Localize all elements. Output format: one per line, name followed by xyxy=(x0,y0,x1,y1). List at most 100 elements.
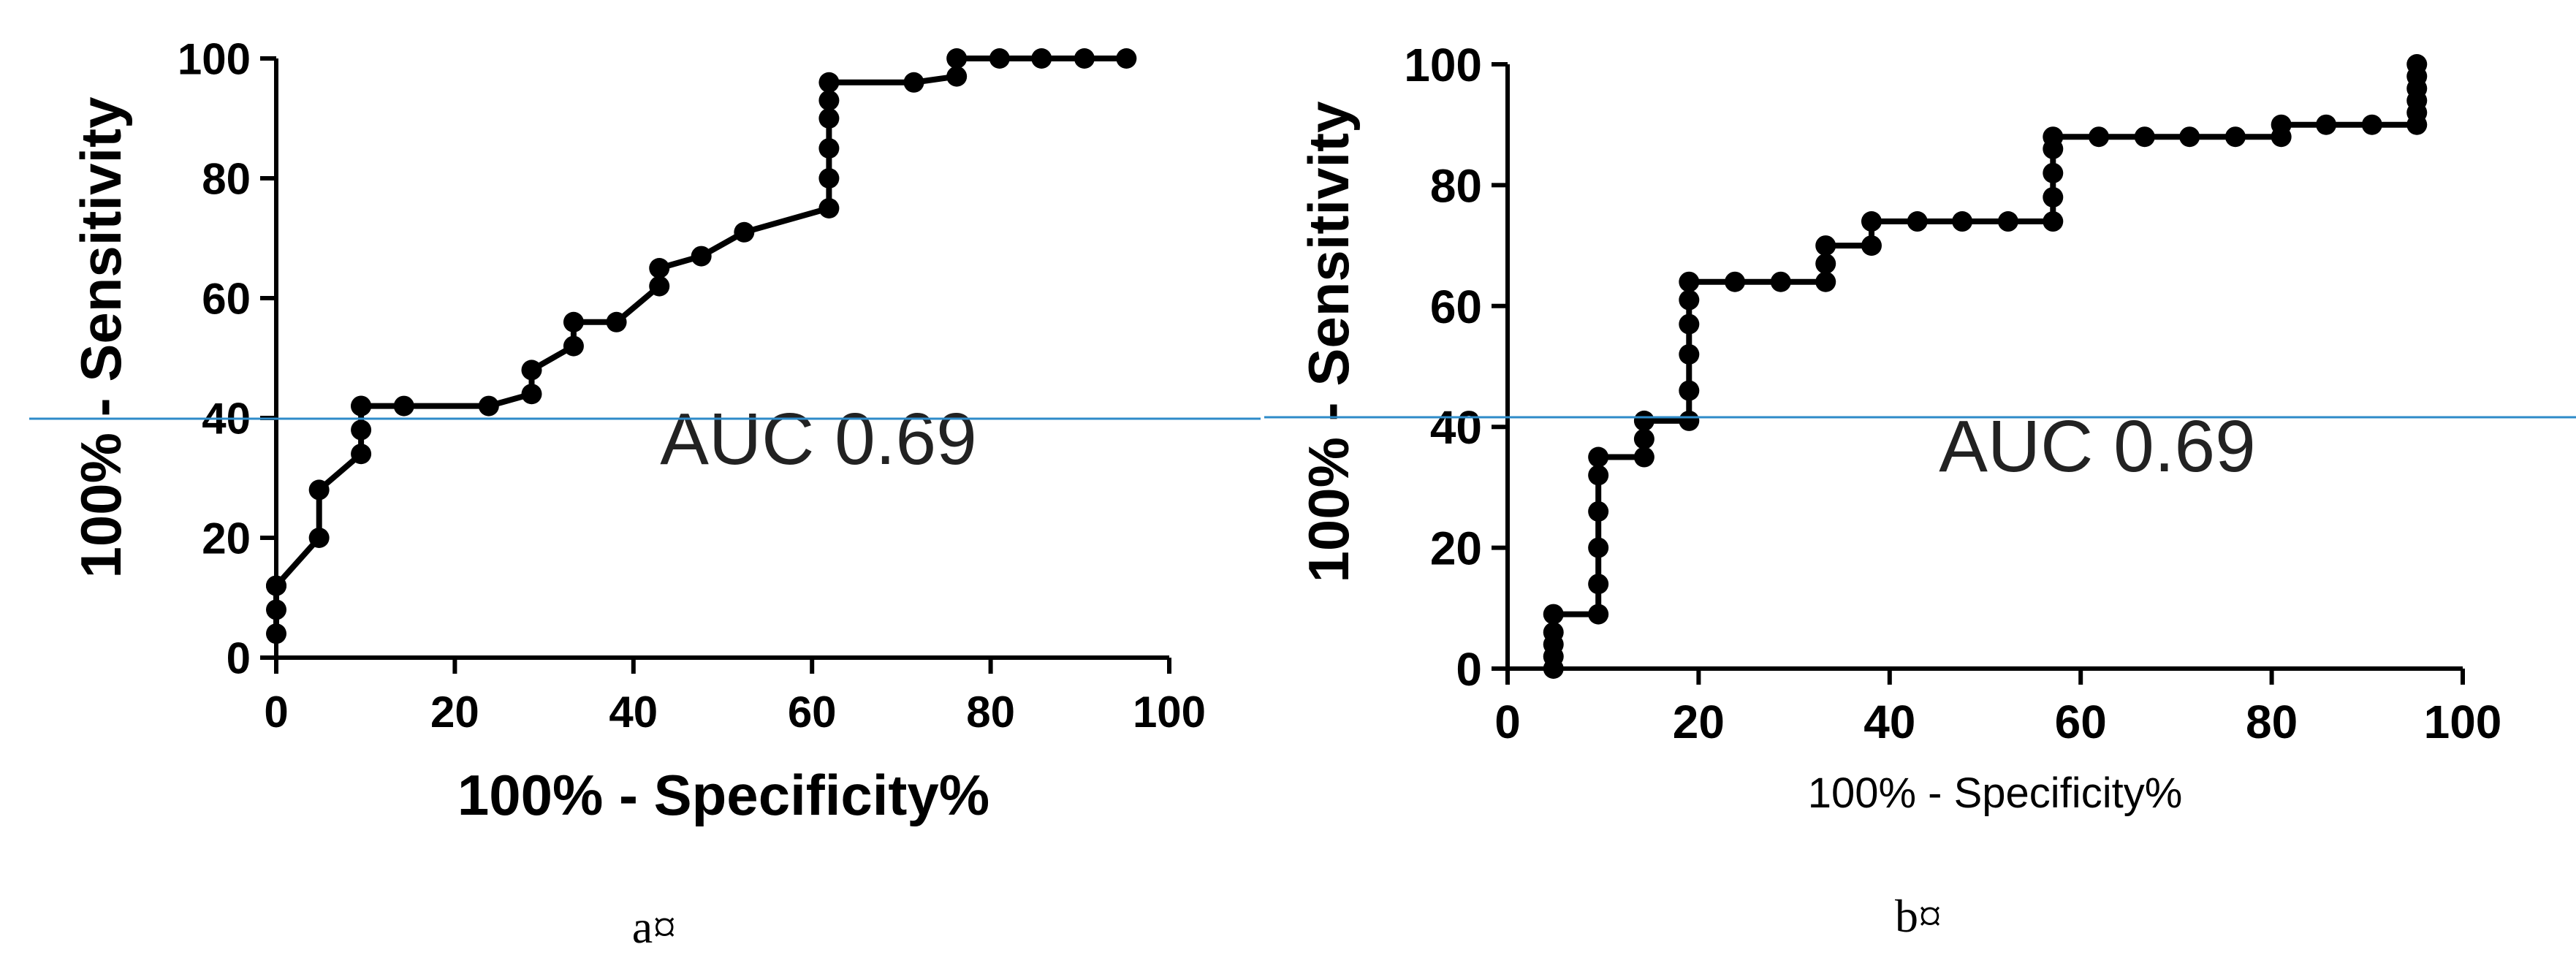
panel-b-y-tick-label: 80 xyxy=(1430,159,1482,212)
panel-b-y-axis-label: 100% - Sensitivity xyxy=(1296,102,1361,583)
panel-b-roc-point xyxy=(2043,186,2064,208)
panel-b-y-tick-label: 100 xyxy=(1404,39,1482,91)
panel-b-roc-curve xyxy=(1550,64,2420,669)
panel-a-x-tick-label: 60 xyxy=(788,688,837,737)
panel-b-roc-point xyxy=(1861,211,1882,232)
panel-a-roc-point xyxy=(266,623,286,644)
panel-a-x-tick-label: 20 xyxy=(430,688,479,737)
panel-a-roc-point xyxy=(351,395,372,417)
panel-b-x-tick-label: 0 xyxy=(1494,696,1521,748)
panel-a-roc-point xyxy=(946,66,968,87)
panel-a-x-tick-label: 100 xyxy=(1133,688,1206,737)
panel-a-roc-point xyxy=(266,575,286,596)
panel-b-roc-point xyxy=(1588,537,1609,558)
panel-b-y-tick-label: 40 xyxy=(1430,401,1482,454)
panel-b-roc-point xyxy=(1907,211,1928,232)
panel-a-y-axis-label: 100% - Sensitivity xyxy=(69,97,133,579)
panel-b-roc-point xyxy=(2316,114,2337,135)
panel-b-roc-point xyxy=(1679,313,1700,335)
panel-b-roc-point xyxy=(2271,114,2292,135)
panel-b-tick-labels: 0 20 40 60 80 100 0 20 40 60 80 100 xyxy=(1404,39,2501,748)
panel-a-roc-point xyxy=(818,168,840,189)
panel-b-roc-point xyxy=(1679,271,1700,292)
panel-a-axes xyxy=(274,58,1169,660)
panel-a-roc-point xyxy=(521,360,542,381)
panel-b-roc-point xyxy=(1633,410,1654,431)
panel-b-roc-point xyxy=(2361,114,2382,135)
panel-b-roc-point xyxy=(2043,162,2064,183)
panel-a-y-tick-label: 20 xyxy=(202,514,251,563)
panel-a-roc-point xyxy=(818,90,840,111)
panel-a-roc-point xyxy=(563,335,584,357)
panel-a-roc-point xyxy=(563,311,584,332)
panel-a-x-axis-label: 100% - Specificity% xyxy=(457,763,989,827)
panel-a-roc-point xyxy=(266,599,286,620)
panel-b-roc-point xyxy=(2089,126,2110,148)
panel-b-x-tick-label: 80 xyxy=(2246,696,2298,748)
panel-b-auc-annotation: AUC 0.69 xyxy=(1939,406,2256,487)
panel-a-roc-point xyxy=(1116,48,1137,69)
panel-b-y-tick-label: 0 xyxy=(1456,643,1482,696)
panel-b-x-axis-label: 100% - Specificity% xyxy=(1808,769,2183,817)
panel-a-roc-point xyxy=(818,108,840,129)
panel-a-roc-point xyxy=(989,48,1010,69)
panel-b-roc-point xyxy=(2179,126,2200,148)
panel-b-roc-point xyxy=(1679,410,1700,431)
panel-a-roc-point xyxy=(308,528,330,548)
panel-a-roc-point xyxy=(351,444,372,465)
panel-a-roc-point xyxy=(649,275,670,297)
panel-b-roc-point xyxy=(1952,211,1973,232)
panel-b-axes xyxy=(1505,64,2463,671)
panel-a-roc-point xyxy=(818,72,840,93)
panel-b-roc-point xyxy=(1588,446,1609,468)
panel-b-roc-points xyxy=(1543,54,2428,679)
panel-a-roc-point xyxy=(351,419,372,441)
panel-b-x-tick-label: 100 xyxy=(2424,696,2502,748)
panel-a-roc-point xyxy=(1074,48,1095,69)
panel-b-y-tick-label: 20 xyxy=(1430,522,1482,575)
panel-b-tick-marks xyxy=(1492,62,2465,685)
panel-b-roc-point xyxy=(1815,253,1836,274)
panel-b-roc-point xyxy=(1588,465,1609,486)
panel-a-roc-point xyxy=(308,479,330,501)
panel-b-roc-point xyxy=(1861,235,1882,256)
panel-a-x-tick-label: 0 xyxy=(264,688,288,737)
panel-a-roc-point xyxy=(478,395,499,417)
panel-b-roc-point xyxy=(2406,54,2428,75)
panel-b-roc-point xyxy=(1679,380,1700,401)
panel-a-roc-point xyxy=(818,138,840,159)
panel-b-roc-point xyxy=(2043,211,2064,232)
panel-a-x-tick-label: 40 xyxy=(609,688,658,737)
panel-b-roc-point xyxy=(1997,211,2018,232)
panel-b-label: b¤ xyxy=(1895,890,1942,942)
panel-b-roc-point xyxy=(1588,574,1609,595)
panel-b-roc-point xyxy=(1633,446,1654,468)
panel-a-roc-point xyxy=(691,246,712,267)
panel-a-roc-point xyxy=(734,221,755,243)
panel-a-roc-curve xyxy=(273,56,1127,634)
panel-b-roc-point xyxy=(1633,428,1654,449)
panel-a-roc-points xyxy=(266,48,1137,644)
panel-a-label: a¤ xyxy=(632,901,676,953)
panel-a-y-tick-label: 80 xyxy=(202,155,251,204)
panel-b-roc-point xyxy=(1543,604,1564,625)
panel-b-roc-point xyxy=(1679,289,1700,311)
panel-b-x-tick-label: 20 xyxy=(1673,696,1725,748)
panel-a-roc-point xyxy=(393,395,414,417)
panel-b-roc-point xyxy=(1725,271,1746,292)
panel-b-roc-point xyxy=(1588,604,1609,625)
panel-a-roc-point xyxy=(903,72,924,93)
panel-a-x-tick-label: 80 xyxy=(966,688,1015,737)
panel-b-roc-point xyxy=(1770,271,1791,292)
panel-a-roc-point xyxy=(1031,48,1052,69)
panel-a-roc-point xyxy=(818,198,840,218)
panel-b-roc-point xyxy=(2043,126,2064,148)
panel-b-roc-point xyxy=(1679,343,1700,365)
panel-a-y-tick-label: 60 xyxy=(202,275,251,324)
panel-b-roc-chart: 0 20 40 60 80 100 0 20 40 60 80 100 AUC 0.69 100% -… xyxy=(1296,39,2501,942)
panel-a-roc-point xyxy=(946,48,968,69)
panel-a-roc-point xyxy=(521,384,542,405)
